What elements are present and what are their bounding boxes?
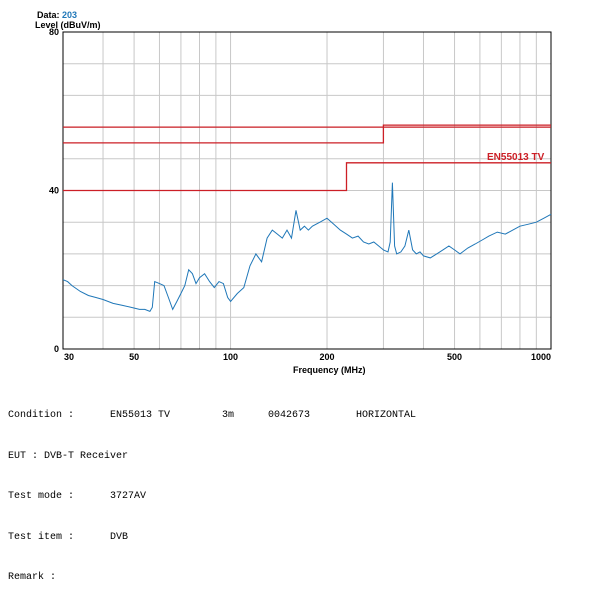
distance-value: 3m <box>222 410 235 421</box>
limit-label: EN55013 TV <box>487 152 545 163</box>
y-tick-label: 0 <box>54 344 59 354</box>
y-tick-label: 40 <box>49 186 59 196</box>
test-mode-row: Test mode : 3727AV <box>8 490 416 504</box>
limit-line <box>63 162 551 192</box>
test-info-panel: Condition : EN55013 TV 3m 0042673 HORIZONTAL… <box>8 382 416 598</box>
condition-value: EN55013 TV <box>110 410 171 421</box>
limit-line <box>63 124 551 128</box>
test-mode-value: 3727AV <box>110 491 147 502</box>
test-item-row: Test item : DVB <box>8 531 416 545</box>
remark-label: Remark : <box>8 572 57 583</box>
test-mode-label: Test mode : <box>8 491 75 502</box>
x-tick-label: 100 <box>223 352 238 362</box>
x-tick-label: 50 <box>129 352 139 362</box>
y-tick-label: 80 <box>49 27 59 37</box>
y-tick-labels: 0 40 80 <box>49 27 59 354</box>
condition-label: Condition : <box>8 410 75 421</box>
eut-label: EUT : <box>8 450 45 462</box>
x-tick-labels: 30 50 100 200 500 1000 <box>64 352 551 362</box>
eut-row: EUT : DVB-T Receiver <box>8 450 416 464</box>
x-tick-label: 500 <box>447 352 462 362</box>
limit-lines <box>63 124 551 192</box>
x-tick-label: 1000 <box>531 352 551 362</box>
test-item-label: Test item : <box>8 531 75 543</box>
remark-row: Remark : <box>8 571 416 585</box>
limit-line <box>63 126 551 144</box>
report-number: 0042673 <box>268 410 311 421</box>
data-label: Data: 203 <box>37 10 77 20</box>
condition-row: Condition : EN55013 TV 3m 0042673 HORIZONTAL <box>8 409 416 423</box>
data-value: 203 <box>62 10 77 20</box>
eut-value: DVB-T Receiver <box>44 450 129 462</box>
x-tick-label: 200 <box>320 352 335 362</box>
x-axis-label: Frequency (MHz) <box>293 365 366 375</box>
test-item-value: DVB <box>110 531 129 543</box>
x-tick-label: 30 <box>64 352 74 362</box>
emission-chart: Data: 203 Level (dBuV/m) 0 40 80 30 50 100 20… <box>35 10 552 375</box>
measurement-trace <box>62 182 552 313</box>
y-axis-label: Level (dBuV/m) <box>35 20 101 30</box>
polarization-value: HORIZONTAL <box>356 410 417 421</box>
measurement-traces <box>62 182 552 313</box>
